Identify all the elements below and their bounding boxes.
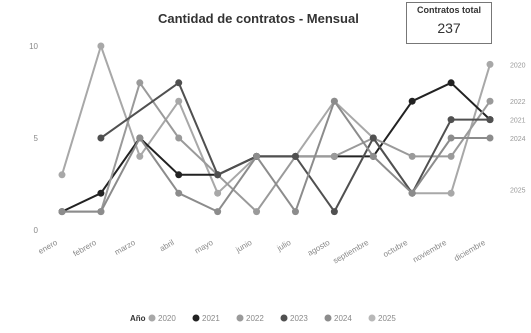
data-point-2022 bbox=[486, 97, 494, 105]
series-end-label: 2022 bbox=[510, 99, 526, 106]
chart-title: Cantidad de contratos - Mensual bbox=[158, 11, 359, 26]
contracts-total-value: 237 bbox=[437, 20, 461, 36]
x-tick-label: octubre bbox=[382, 238, 410, 259]
x-tick-label: diciembre bbox=[452, 238, 487, 263]
legend-marker-2025 bbox=[368, 314, 376, 322]
x-tick-label: mayo bbox=[193, 238, 215, 256]
data-point-2020 bbox=[486, 60, 494, 68]
legend-title: Año bbox=[130, 314, 146, 323]
legend-marker-2020 bbox=[148, 314, 156, 322]
x-tick-label: junio bbox=[234, 238, 254, 255]
data-point-2023 bbox=[214, 171, 222, 179]
legend-label-2022: 2022 bbox=[246, 314, 264, 323]
data-point-2020 bbox=[175, 97, 183, 105]
data-point-2024 bbox=[97, 208, 105, 216]
legend-label-2020: 2020 bbox=[158, 314, 176, 323]
legend-marker-2021 bbox=[192, 314, 200, 322]
x-tick-label: noviembre bbox=[411, 238, 448, 265]
series-line-2024 bbox=[62, 100, 490, 213]
y-tick-label: 10 bbox=[29, 42, 38, 51]
data-point-2021 bbox=[447, 79, 455, 87]
x-tick-label: febrero bbox=[71, 238, 98, 259]
x-tick-label: julio bbox=[275, 238, 293, 254]
data-point-2020 bbox=[447, 189, 455, 197]
legend-marker-2022 bbox=[236, 314, 244, 322]
data-point-2024 bbox=[253, 152, 261, 160]
data-point-2024 bbox=[486, 134, 494, 142]
data-point-2024 bbox=[369, 152, 377, 160]
data-point-2020 bbox=[136, 152, 144, 160]
data-point-2022 bbox=[408, 152, 416, 160]
legend-label-2023: 2023 bbox=[290, 314, 308, 323]
data-point-2023 bbox=[291, 152, 299, 160]
data-point-2022 bbox=[330, 152, 338, 160]
data-point-2020 bbox=[97, 42, 105, 50]
data-point-2021 bbox=[97, 189, 105, 197]
data-point-2024 bbox=[58, 208, 66, 216]
data-point-2022 bbox=[136, 79, 144, 87]
x-tick-label: enero bbox=[37, 238, 60, 256]
data-point-2022 bbox=[447, 152, 455, 160]
contracts-total-card: Contratos total 237 bbox=[406, 2, 492, 44]
data-point-2023 bbox=[369, 134, 377, 142]
series-end-label: 2020 bbox=[510, 62, 526, 69]
data-point-2022 bbox=[253, 208, 261, 216]
data-point-2023 bbox=[97, 134, 105, 142]
x-tick-label: marzo bbox=[113, 238, 137, 257]
legend-label-2024: 2024 bbox=[334, 314, 352, 323]
contracts-total-label: Contratos total bbox=[417, 5, 481, 15]
data-point-2021 bbox=[408, 97, 416, 105]
data-point-2024 bbox=[214, 208, 222, 216]
data-point-2023 bbox=[330, 208, 338, 216]
data-point-2020 bbox=[58, 171, 66, 179]
x-tick-label: agosto bbox=[306, 238, 332, 258]
x-tick-label: septiembre bbox=[331, 238, 370, 266]
data-point-2023 bbox=[175, 79, 183, 87]
legend-marker-2023 bbox=[280, 314, 288, 322]
legend-label-2021: 2021 bbox=[202, 314, 220, 323]
data-point-2024 bbox=[408, 189, 416, 197]
data-point-2024 bbox=[175, 189, 183, 197]
legend-marker-2024 bbox=[324, 314, 332, 322]
data-point-2020 bbox=[214, 189, 222, 197]
data-point-2024 bbox=[136, 134, 144, 142]
legend-label-2025: 2025 bbox=[378, 314, 396, 323]
data-point-2024 bbox=[291, 208, 299, 216]
data-point-2023 bbox=[486, 116, 494, 124]
series-end-label: 2024 bbox=[510, 136, 526, 143]
data-point-2023 bbox=[447, 116, 455, 124]
data-point-2024 bbox=[330, 97, 338, 105]
series-line-2023 bbox=[100, 81, 490, 213]
x-tick-label: abril bbox=[158, 238, 176, 253]
y-tick-label: 0 bbox=[34, 226, 39, 235]
series-end-label: 2025 bbox=[510, 188, 526, 195]
y-tick-label: 5 bbox=[34, 134, 39, 143]
data-point-2021 bbox=[175, 171, 183, 179]
series-end-label: 2021 bbox=[510, 118, 526, 125]
data-point-2024 bbox=[447, 134, 455, 142]
data-point-2022 bbox=[175, 134, 183, 142]
